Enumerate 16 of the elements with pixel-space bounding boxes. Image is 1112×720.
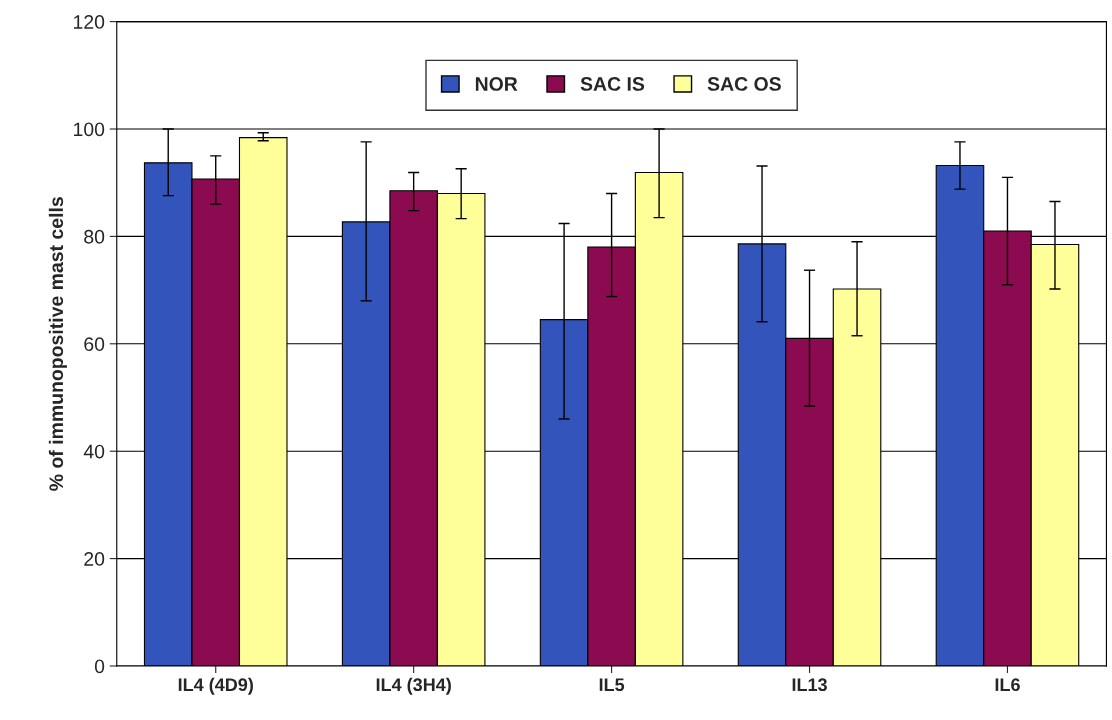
y-tick-label: 20 [84, 552, 105, 566]
y-tick-label: 40 [83, 444, 105, 459]
y-axis-title: % of immunopositive mast cells [48, 197, 67, 491]
y-tick-label: 0 [94, 659, 105, 674]
x-tick-label: IL4 (3H4) [376, 677, 451, 695]
y-tick-label: 80 [84, 229, 105, 244]
x-tick-label: IL13 [792, 678, 827, 692]
legend-label: SAC IS [580, 77, 645, 91]
legend-label: SAC OS [707, 77, 781, 91]
x-tick-label: IL6 [995, 678, 1020, 692]
y-tick-label: 60 [84, 337, 105, 352]
legend-label: NOR [475, 77, 518, 91]
x-tick-label: IL4 (4D9) [178, 677, 253, 695]
x-tick-label: IL5 [599, 678, 625, 692]
y-tick-label: 100 [74, 122, 105, 137]
y-tick-label: 120 [74, 15, 105, 29]
